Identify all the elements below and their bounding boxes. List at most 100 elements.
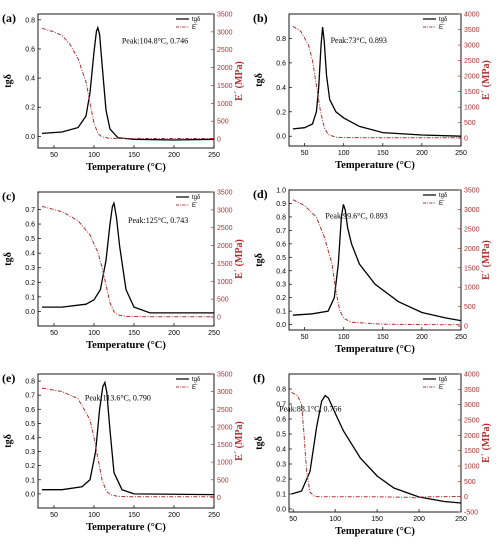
x-tick-label: 100	[88, 512, 100, 519]
y2-tick-label: 1000	[217, 460, 233, 467]
storage-modulus-line	[291, 391, 461, 499]
y-tick-label: 0.7	[25, 207, 35, 214]
y2-tick-label: 1500	[464, 265, 480, 272]
y2-tick-label: 2500	[464, 226, 480, 233]
y-tick-label: 0.3	[276, 282, 286, 289]
storage-modulus-line	[41, 387, 214, 498]
legend-label-storage-modulus: E´	[439, 385, 445, 391]
y-axis-label: tgδ	[254, 253, 265, 267]
x-tick-label: 50	[301, 150, 309, 157]
x-tick-label: 100	[88, 152, 100, 159]
legend-label-tan-delta: tgδ	[192, 17, 201, 23]
x-tick-label: 100	[88, 330, 100, 337]
y2-tick-label: 0	[464, 324, 468, 331]
y-tick-label: 0.6	[25, 46, 35, 53]
x-axis-label: Temperature (°C)	[335, 160, 415, 171]
y2-tick-label: 3000	[464, 207, 480, 214]
y2-tick-label: 1500	[217, 83, 233, 90]
y-tick-label: 0.3	[276, 462, 286, 469]
x-tick-label: 50	[301, 334, 309, 341]
x-tick-label: 100	[329, 516, 341, 523]
y-tick-label: 0.4	[276, 85, 286, 92]
y2-tick-label: 500	[464, 479, 476, 486]
y-tick-label: 0.0	[25, 134, 35, 141]
y-tick-label: 0.5	[276, 432, 286, 439]
x-tick-label: 250	[455, 334, 467, 341]
peak-annotation: Peak:113.6°C, 0.790	[85, 393, 151, 402]
peak-annotation: Peak:104.8°C, 0.746	[122, 37, 188, 46]
x-tick-label: 250	[208, 512, 220, 519]
y-tick-label: 0.1	[276, 492, 286, 499]
x-tick-label: 100	[338, 150, 350, 157]
y2-axis-label: E´ (MPa)	[481, 423, 492, 463]
x-tick-label: 200	[416, 150, 428, 157]
legend-label-storage-modulus: E´	[192, 25, 198, 31]
panel-label: (d)	[253, 187, 268, 201]
y-tick-label: 0.2	[25, 105, 35, 112]
x-tick-label: 250	[455, 516, 467, 523]
y-tick-label: 0.4	[25, 435, 35, 442]
x-axis-label: Temperature (°C)	[86, 162, 166, 173]
y2-tick-label: 0	[217, 495, 221, 502]
y-tick-label: 0.7	[276, 402, 286, 409]
storage-modulus-line	[292, 199, 461, 326]
y-tick-label: 0.0	[25, 309, 35, 316]
y-tick-label: 0.6	[25, 222, 35, 229]
y2-tick-label: 500	[217, 297, 229, 304]
y-tick-label: 0.6	[276, 241, 286, 248]
y-tick-label: 0.1	[276, 309, 286, 316]
y-tick-label: 0.2	[276, 295, 286, 302]
y2-tick-label: 500	[464, 120, 476, 127]
y2-tick-label: 3000	[464, 402, 480, 409]
y2-tick-label: 0	[217, 315, 221, 322]
y2-axis-label: E´ (MPa)	[481, 60, 492, 100]
y-tick-label: 0.0	[276, 322, 286, 329]
panel-label: (b)	[253, 11, 268, 25]
y2-tick-label: 2500	[464, 58, 480, 65]
plot-frame	[288, 13, 462, 147]
y-tick-label: 0.7	[276, 228, 286, 235]
x-tick-label: 250	[208, 330, 220, 337]
x-tick-label: 50	[289, 516, 297, 523]
y-axis-label: tgδ	[254, 436, 265, 450]
x-tick-label: 50	[50, 512, 58, 519]
y-tick-label: 0.1	[25, 477, 35, 484]
y-tick-label: 0.5	[276, 255, 286, 262]
y2-tick-label: 1500	[217, 442, 233, 449]
y-tick-label: 0.9	[276, 201, 286, 208]
y-tick-label: 0.7	[25, 393, 35, 400]
y-tick-label: 0.4	[276, 268, 286, 275]
y2-tick-label: 1500	[464, 448, 480, 455]
plot-frame	[288, 373, 462, 513]
y-tick-label: 1.0	[276, 188, 286, 195]
x-tick-label: 150	[377, 150, 389, 157]
x-tick-label: 50	[50, 330, 58, 337]
y2-tick-label: 3500	[217, 12, 233, 19]
y2-tick-label: 0	[464, 494, 468, 501]
plot-frame	[37, 13, 215, 149]
y-axis-label: tgδ	[3, 252, 14, 266]
panel-b: 50 100 150 200 250 0.0 0.2 0.4 0.6 0.8 0 500 1000 150…	[253, 11, 492, 171]
legend-label-tan-delta: tgδ	[192, 195, 201, 201]
panel-f: 50 100 150 200 250 0.0 0.1 0.2 0.3 0.4 0.5 0.6 0.7 0.…	[253, 371, 492, 537]
y2-tick-label: 1000	[464, 285, 480, 292]
x-tick-label: 200	[168, 512, 180, 519]
y-axis-label: tgδ	[3, 434, 14, 448]
x-tick-label: 150	[371, 516, 383, 523]
y2-tick-label: 1000	[464, 464, 480, 471]
tan-delta-line	[41, 25, 214, 141]
y2-tick-label: 2000	[464, 433, 480, 440]
y-tick-label: 0.2	[25, 463, 35, 470]
x-tick-label: 200	[168, 152, 180, 159]
y-tick-label: 0.2	[276, 109, 286, 116]
peak-annotation: Peak:99.6°C, 0.893	[325, 211, 387, 220]
y2-tick-label: 2500	[217, 47, 233, 54]
y-tick-label: 0.8	[276, 36, 286, 43]
panel-label: (f)	[253, 371, 265, 385]
storage-modulus-line	[41, 27, 214, 139]
x-axis-label: Temperature (°C)	[335, 526, 415, 537]
y2-tick-label: 2500	[464, 418, 480, 425]
y2-tick-label: 3500	[217, 190, 233, 197]
panel-c: 50 100 150 200 250 0.0 0.1 0.2 0.3 0.4 0.5 0.6 0.7 0 5…	[2, 189, 245, 351]
x-tick-label: 150	[128, 152, 140, 159]
